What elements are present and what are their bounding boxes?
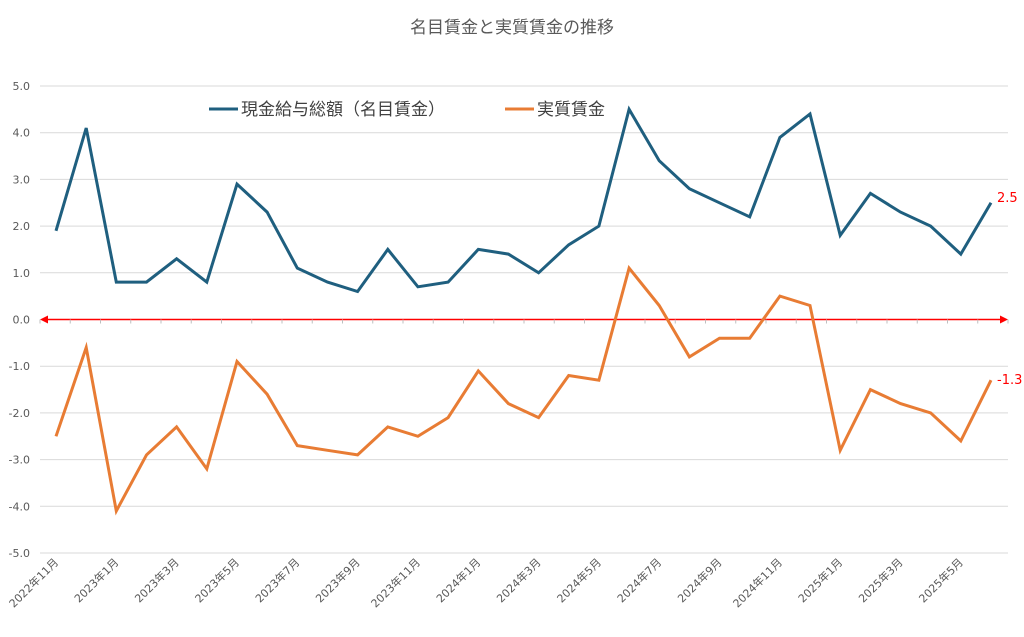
x-tick-label: 2025年5月 [916, 555, 966, 605]
series-line-nominal [54, 105, 993, 294]
chart-title: 名目賃金と実質賃金の推移 [410, 18, 614, 38]
x-tick-label: 2023年7月 [252, 555, 302, 605]
y-tick-label: 2.0 [13, 220, 31, 233]
x-tick-label: 2023年11月 [368, 555, 423, 610]
x-tick-label: 2025年3月 [855, 555, 905, 605]
x-tick-label: 2022年11月 [6, 555, 61, 610]
x-tick-label: 2023年5月 [192, 555, 242, 605]
y-tick-label: 4.0 [13, 127, 31, 140]
x-axis: 2022年11月 2023年1月 2023年3月 2023年5月 2023年7月 2023… [6, 555, 966, 610]
y-tick-label: -2.0 [9, 407, 30, 420]
x-tick-label: 2024年7月 [614, 555, 664, 605]
zero-axis [39, 315, 1009, 324]
y-tick-label: 0.0 [13, 314, 31, 327]
y-tick-label: 1.0 [13, 267, 31, 280]
x-tick-label: 2024年9月 [674, 555, 724, 605]
end-value-label: -1.3 [997, 373, 1022, 388]
end-value-label: 2.5 [997, 191, 1018, 206]
x-tick-label: 2025年1月 [795, 555, 845, 605]
end-labels: 2.5 -1.3 [997, 191, 1022, 388]
y-tick-label: -3.0 [9, 454, 30, 467]
x-tick-label: 2023年9月 [313, 555, 363, 605]
x-tick-label: 2024年5月 [554, 555, 604, 605]
zero-line-arrow-right [1000, 315, 1008, 324]
y-tick-label: -4.0 [9, 500, 30, 513]
legend: 現金給与総額（名目賃金） 実質賃金 [209, 100, 605, 120]
y-tick-label: -1.0 [9, 360, 30, 373]
series-lines [54, 105, 993, 516]
grid [40, 85, 1008, 554]
series-line-real [54, 264, 993, 516]
legend-label-nominal: 現金給与総額（名目賃金） [241, 100, 445, 120]
zero-line-arrow-left [40, 315, 48, 324]
y-tick-label: -5.0 [9, 547, 30, 560]
x-tick-label: 2024年3月 [493, 555, 543, 605]
y-tick-label: 3.0 [13, 173, 31, 186]
x-tick-label: 2024年1月 [433, 555, 483, 605]
legend-label-real: 実質賃金 [537, 100, 605, 120]
y-axis: 5.0 4.0 3.0 2.0 1.0 0.0 -1.0 -2.0 -3.0 -4.0 -5.0 [9, 80, 30, 560]
y-tick-label: 5.0 [13, 80, 31, 93]
x-tick-label: 2024年11月 [730, 555, 785, 610]
x-tick-label: 2023年1月 [71, 555, 121, 605]
x-tick-label: 2023年3月 [132, 555, 182, 605]
